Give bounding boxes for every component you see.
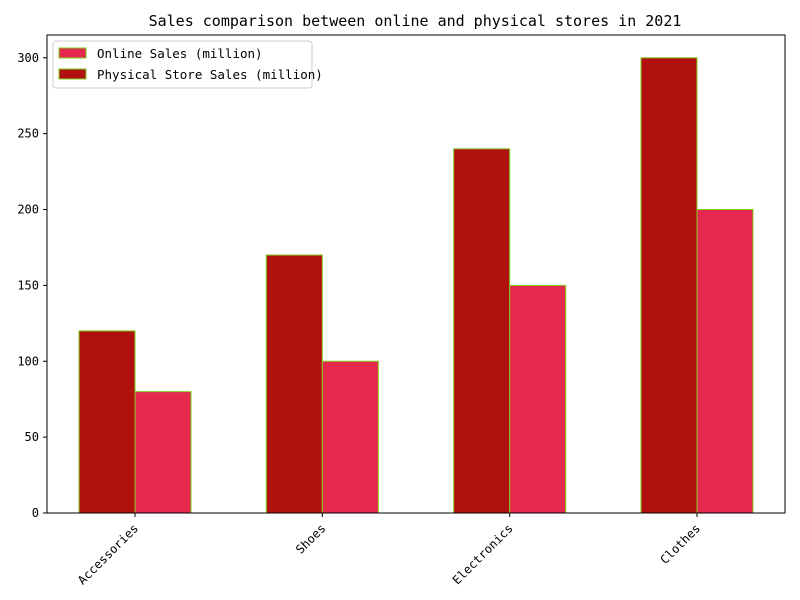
bar-online-shoes	[321, 360, 379, 514]
bar-online-clothes	[696, 209, 754, 514]
legend-box	[52, 40, 313, 89]
bar-physical-shoes	[265, 254, 323, 514]
y-tick-label: 0	[32, 506, 39, 520]
x-axis: Accessories Shoes Electronics Clothes	[75, 513, 703, 587]
y-tick-label: 150	[17, 278, 39, 292]
y-tick-label: 50	[25, 430, 39, 444]
bar-physical-clothes	[640, 57, 698, 514]
legend: Online Sales (million) Physical Store Sa…	[52, 40, 323, 89]
y-axis: 0 50 100 150 200 250 300	[17, 51, 47, 520]
legend-swatch-online	[58, 47, 87, 59]
x-tick-label: Shoes	[293, 521, 328, 556]
bar-physical-accessories	[78, 330, 136, 514]
bars-layer	[78, 57, 754, 514]
bar-physical-electronics	[453, 148, 511, 514]
y-tick-label: 250	[17, 127, 39, 141]
y-tick-label: 100	[17, 354, 39, 368]
bar-online-electronics	[509, 284, 567, 514]
x-tick-label: Electronics	[450, 521, 516, 587]
x-tick-label: Accessories	[75, 521, 141, 587]
chart-title: Sales comparison between online and phys…	[149, 12, 682, 30]
legend-swatch-physical	[58, 68, 87, 80]
bar-online-accessories	[134, 391, 192, 514]
y-tick-label: 300	[17, 51, 39, 65]
legend-label-online: Online Sales (million)	[97, 46, 263, 61]
x-tick-label: Clothes	[657, 521, 703, 567]
plot-frame	[46, 34, 786, 514]
y-tick-label: 200	[17, 203, 39, 217]
legend-label-physical: Physical Store Sales (million)	[97, 67, 323, 82]
